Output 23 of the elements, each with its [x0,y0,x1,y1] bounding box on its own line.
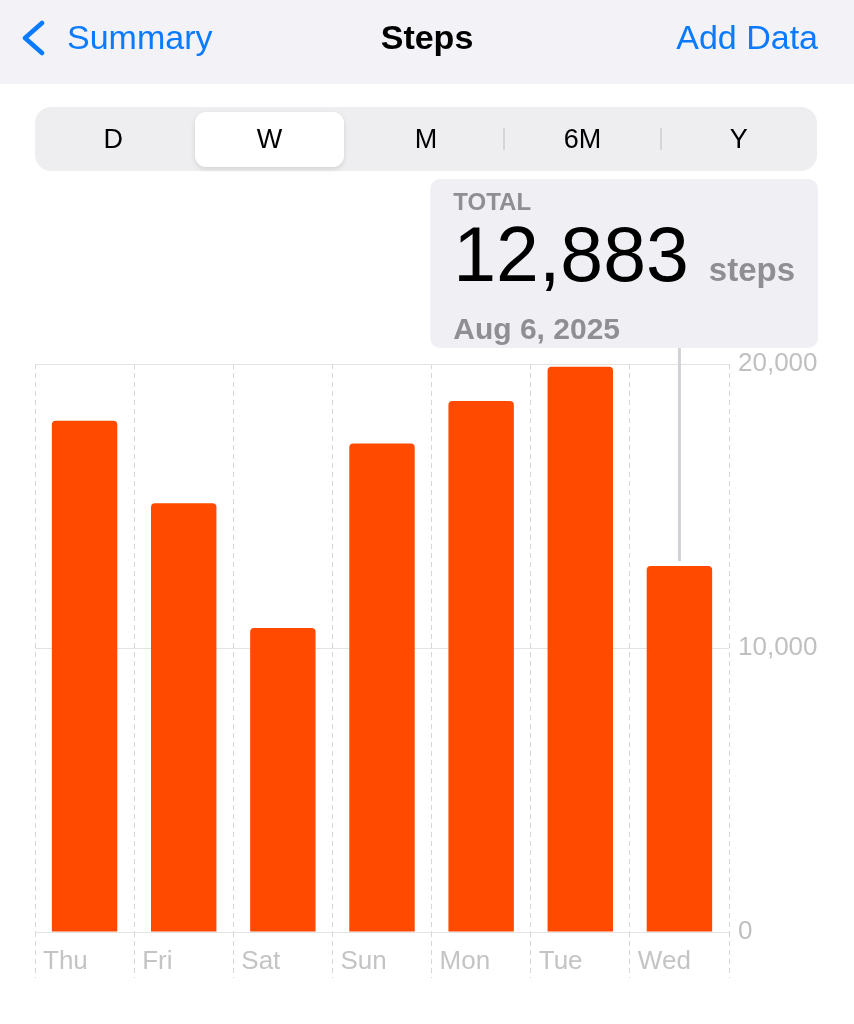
bar [349,443,415,932]
bar [250,628,316,932]
bar [646,566,713,932]
text: Add Data [676,17,818,57]
bar [51,420,118,932]
y-tick-label: 20,000 [738,347,818,378]
chart-title: Steps [380,17,474,57]
text: Aug 6, 2025 [453,312,621,345]
x-tick-label: Mon [439,944,491,975]
x-tick-label: Wed [637,944,691,975]
bar [448,400,514,932]
y-tick-label: 10,000 [738,631,818,662]
x-tick-label: Sat [241,944,282,975]
text: steps [708,251,796,288]
segmented-control: D W M 6M Y [35,107,817,171]
bar [151,503,217,932]
bar [547,366,613,932]
x-tick-label: Tue [538,944,583,975]
text: Summary [67,17,213,57]
x-tick-label: Sun [340,944,387,975]
y-tick-label: 0 [738,915,753,946]
x-tick-label: Thu [43,944,88,975]
x-tick-label: Fri [142,944,173,975]
